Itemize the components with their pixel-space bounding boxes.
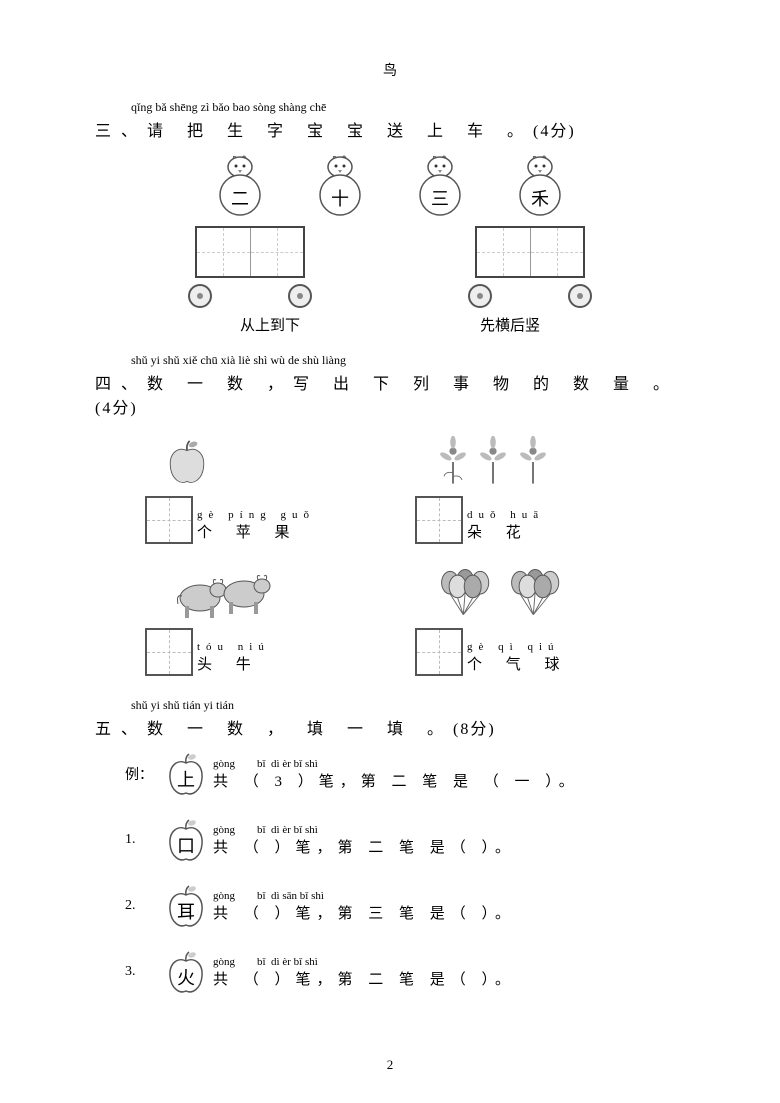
q5-label: 1. — [125, 832, 159, 848]
top-reference-char: 鸟 — [95, 60, 685, 80]
section5-pinyin: shǔ yi shǔ tián yi tián — [131, 698, 685, 713]
apple-icon: 火 — [165, 949, 207, 995]
cow-image — [125, 562, 385, 622]
count-answer: tóu niú 头 牛 — [145, 628, 385, 676]
section4-prefix: 四、 — [95, 376, 147, 393]
section3-title: qǐng bǎ shēng zì bǎo bao sòng shàng chē … — [95, 100, 685, 141]
count-answer: duǒ huā 朵 花 — [415, 496, 655, 544]
cart — [460, 226, 600, 308]
apple-image — [125, 430, 385, 490]
answer-box[interactable] — [145, 496, 193, 544]
q5-hanzi: 共 （ ）笔，第 三 笔 是（ ）。 — [213, 902, 516, 923]
section3-pinyin: qǐng bǎ shēng zì bǎo bao sòng shàng chē — [131, 100, 685, 115]
section3-text: 请 把 生 字 宝 宝 送 上 车 。 — [147, 123, 533, 140]
carts-row — [95, 226, 685, 308]
count-answer: gè qì qiú 个 气 球 — [415, 628, 655, 676]
count-pinyin: duǒ huā — [467, 509, 544, 521]
count-pinyin: tóu niú — [197, 641, 270, 653]
chick-char: 十 — [314, 185, 366, 211]
cart-label: 从上到下 — [240, 314, 300, 335]
section5-score: (8分) — [453, 721, 496, 738]
wheel-icon — [468, 284, 492, 308]
q5-row-1: 1. 口 gòng bǐ dì èr bǐ shì 共 （ ）笔，第 二 笔 是… — [125, 817, 685, 863]
cart-box — [195, 226, 305, 278]
q5-label: 例： — [125, 764, 159, 784]
q5-text: gòng bǐ dì sān bǐ shì 共 （ ）笔，第 三 笔 是（ ）。 — [213, 890, 516, 923]
count-item-apple: gè píng guǒ 个 苹 果 — [125, 430, 385, 544]
q5-text: gòng bǐ dì èr bǐ shì 共 （ ）笔，第 二 笔 是（ ）。 — [213, 956, 516, 989]
count-label: tóu niú 头 牛 — [197, 641, 270, 676]
q5-text: gòng bǐ dì èr bǐ shì 共 （ ）笔，第 二 笔 是（ ）。 — [213, 824, 516, 857]
count-pinyin: gè qì qiú — [467, 641, 570, 653]
count-hanzi: 个 苹 果 — [197, 521, 315, 542]
chick-item: 禾 — [514, 153, 566, 218]
cart-label: 先横后竖 — [480, 314, 540, 335]
q5-hanzi: 共 （ ）笔，第 二 笔 是（ ）。 — [213, 836, 516, 857]
chick-item: 二 — [214, 153, 266, 218]
apple-icon: 耳 — [165, 883, 207, 929]
wheel-icon — [188, 284, 212, 308]
section4-pinyin: shǔ yi shǔ xiě chū xià liè shì wù de shù… — [131, 353, 685, 368]
section4-text: 数 一 数 ，写 出 下 列 事 物 的 数 量 。 — [147, 376, 679, 393]
page-number: 2 — [0, 1057, 780, 1073]
q5-hanzi: 共 （ 3 ）笔，第 二 笔 是 （ 一 ）。 — [213, 770, 580, 791]
q5-row-2: 2. 耳 gòng bǐ dì sān bǐ shì 共 （ ）笔，第 三 笔 … — [125, 883, 685, 929]
count-item-cow: tóu niú 头 牛 — [125, 562, 385, 676]
q5-list: 例： 上 gòng bǐ dì èr bǐ shì 共 （ 3 ）笔，第 二 笔… — [125, 751, 685, 995]
count-label: gè píng guǒ 个 苹 果 — [197, 509, 315, 544]
section3-hanzi: 三、请 把 生 字 宝 宝 送 上 车 。(4分) — [95, 117, 685, 141]
count-label: gè qì qiú 个 气 球 — [467, 641, 570, 676]
count-grid: gè píng guǒ 个 苹 果 duǒ huā 朵 花 tóu niú — [95, 430, 685, 694]
q5-label: 2. — [125, 898, 159, 914]
count-hanzi: 朵 花 — [467, 521, 544, 542]
apple-char: 口 — [165, 832, 207, 858]
apple-icon: 上 — [165, 751, 207, 797]
chick-char: 二 — [214, 185, 266, 211]
chick-item: 三 — [414, 153, 466, 218]
section5-hanzi: 五、数 一 数 ， 填 一 填 。(8分) — [95, 715, 685, 739]
chick-item: 十 — [314, 153, 366, 218]
apple-char: 上 — [165, 766, 207, 792]
q5-pinyin: gòng bǐ dì èr bǐ shì — [213, 758, 580, 770]
q5-hanzi: 共 （ ）笔，第 二 笔 是（ ）。 — [213, 968, 516, 989]
count-label: duǒ huā 朵 花 — [467, 509, 544, 544]
chick-char: 禾 — [514, 185, 566, 211]
wheel-icon — [568, 284, 592, 308]
answer-box[interactable] — [415, 628, 463, 676]
apple-char: 火 — [165, 964, 207, 990]
chicks-row: 二 十 三 禾 — [95, 153, 685, 218]
q5-label: 3. — [125, 964, 159, 980]
section4-score: (4分) — [95, 400, 138, 417]
cart-box — [475, 226, 585, 278]
section5-title: shǔ yi shǔ tián yi tián 五、数 一 数 ， 填 一 填 … — [95, 698, 685, 739]
balloon-image — [395, 562, 655, 622]
wheel-icon — [288, 284, 312, 308]
count-hanzi: 头 牛 — [197, 653, 270, 674]
apple-char: 耳 — [165, 898, 207, 924]
chick-char: 三 — [414, 185, 466, 211]
count-item-flower: duǒ huā 朵 花 — [395, 430, 655, 544]
count-answer: gè píng guǒ 个 苹 果 — [145, 496, 385, 544]
q5-pinyin: gòng bǐ dì èr bǐ shì — [213, 824, 516, 836]
count-item-balloon: gè qì qiú 个 气 球 — [395, 562, 655, 676]
q5-pinyin: gòng bǐ dì sān bǐ shì — [213, 890, 516, 902]
section4-title: shǔ yi shǔ xiě chū xià liè shì wù de shù… — [95, 353, 685, 418]
section5-prefix: 五、 — [95, 721, 147, 738]
count-hanzi: 个 气 球 — [467, 653, 570, 674]
apple-icon: 口 — [165, 817, 207, 863]
section3-prefix: 三、 — [95, 123, 147, 140]
q5-pinyin: gòng bǐ dì èr bǐ shì — [213, 956, 516, 968]
q5-row-3: 3. 火 gòng bǐ dì èr bǐ shì 共 （ ）笔，第 二 笔 是… — [125, 949, 685, 995]
answer-box[interactable] — [145, 628, 193, 676]
cart — [180, 226, 320, 308]
section4-hanzi: 四、数 一 数 ，写 出 下 列 事 物 的 数 量 。 (4分) — [95, 370, 685, 418]
q5-row-example: 例： 上 gòng bǐ dì èr bǐ shì 共 （ 3 ）笔，第 二 笔… — [125, 751, 685, 797]
section3-score: (4分) — [533, 123, 576, 140]
cart-labels: 从上到下 先横后竖 — [95, 314, 685, 335]
q5-text: gòng bǐ dì èr bǐ shì 共 （ 3 ）笔，第 二 笔 是 （ … — [213, 758, 580, 791]
count-pinyin: gè píng guǒ — [197, 509, 315, 521]
section5-text: 数 一 数 ， 填 一 填 。 — [147, 721, 453, 738]
answer-box[interactable] — [415, 496, 463, 544]
flower-image — [395, 430, 655, 490]
